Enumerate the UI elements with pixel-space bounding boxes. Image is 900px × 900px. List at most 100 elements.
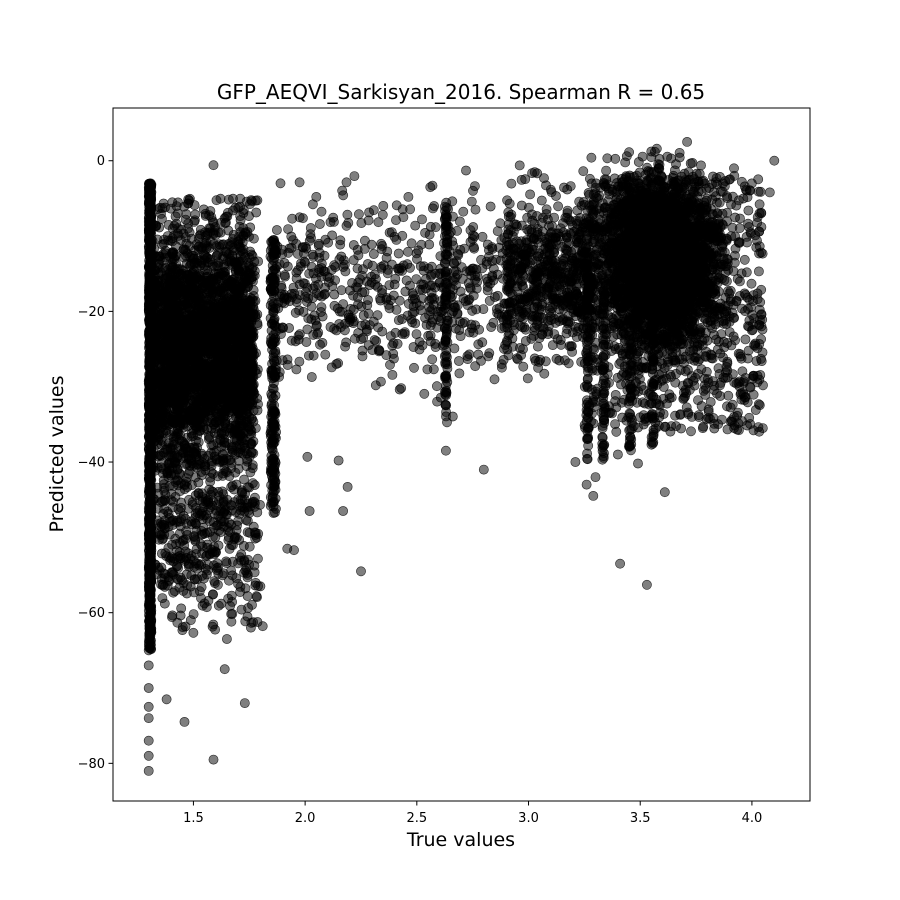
data-point	[198, 416, 209, 427]
data-point	[168, 515, 179, 526]
data-point	[269, 422, 280, 433]
data-point	[227, 286, 237, 297]
data-point	[227, 609, 238, 619]
data-point	[213, 330, 223, 341]
data-point	[239, 439, 250, 450]
data-point	[228, 229, 239, 240]
data-point	[159, 340, 170, 351]
data-point	[279, 270, 290, 281]
data-point	[221, 211, 231, 222]
data-point	[235, 337, 245, 348]
data-point	[210, 222, 220, 232]
data-point	[227, 556, 238, 567]
data-point	[294, 212, 305, 223]
data-point	[176, 445, 187, 455]
data-point	[268, 405, 278, 416]
data-point	[226, 255, 237, 266]
data-point	[219, 436, 230, 447]
data-point	[238, 223, 249, 233]
data-point	[165, 372, 175, 382]
data-point	[168, 556, 179, 567]
data-point	[485, 201, 496, 212]
data-point	[305, 223, 316, 233]
data-point	[163, 383, 173, 393]
data-point	[204, 484, 215, 495]
data-point	[191, 451, 202, 462]
data-point	[174, 365, 185, 376]
data-point	[197, 541, 208, 552]
data-point	[248, 233, 259, 244]
data-point	[291, 364, 302, 375]
data-point	[186, 367, 197, 378]
data-point	[176, 603, 187, 614]
data-point	[240, 583, 251, 594]
data-point	[226, 540, 237, 550]
data-point	[167, 269, 178, 280]
data-point	[239, 363, 250, 374]
data-point	[211, 195, 222, 206]
data-point	[180, 621, 191, 632]
data-point	[184, 321, 195, 332]
data-point	[229, 484, 239, 495]
data-point	[158, 314, 169, 325]
data-points	[143, 136, 780, 776]
data-point	[201, 569, 212, 580]
data-point	[249, 266, 260, 276]
data-point	[212, 579, 223, 590]
data-point	[150, 279, 161, 290]
data-point	[403, 191, 414, 202]
data-point	[153, 372, 164, 382]
data-point	[192, 346, 203, 357]
data-point	[170, 325, 181, 336]
data-point	[427, 203, 438, 214]
data-point	[208, 589, 218, 600]
data-point	[208, 468, 218, 479]
data-point	[174, 468, 185, 479]
data-point	[144, 613, 155, 623]
data-point	[341, 220, 352, 231]
data-point	[200, 210, 211, 221]
data-point	[159, 351, 170, 362]
data-point	[155, 518, 166, 528]
data-point	[186, 480, 197, 490]
data-point	[270, 484, 281, 495]
data-point	[157, 593, 168, 603]
data-point	[242, 516, 253, 526]
data-point	[255, 499, 265, 510]
data-point	[410, 220, 421, 231]
data-point	[169, 586, 180, 596]
data-point	[243, 554, 253, 565]
data-point	[368, 205, 379, 216]
data-point	[199, 377, 209, 388]
data-point	[252, 553, 263, 564]
data-point	[147, 294, 158, 305]
data-point	[242, 456, 253, 467]
data-point	[213, 281, 224, 292]
data-point	[229, 294, 240, 305]
data-point	[458, 206, 469, 217]
data-point	[183, 548, 194, 559]
data-point	[387, 369, 398, 380]
data-point	[189, 574, 200, 584]
data-point	[250, 423, 261, 433]
data-point	[196, 315, 206, 325]
data-point	[211, 408, 221, 419]
data-point	[320, 349, 331, 360]
data-point	[216, 504, 226, 515]
data-point	[466, 196, 477, 207]
chart-title: GFP_AEQVI_Sarkisyan_2016. Spearman R = 0…	[217, 80, 705, 104]
data-point	[164, 529, 175, 540]
data-point	[267, 466, 278, 476]
data-point	[196, 303, 207, 314]
data-point	[219, 371, 229, 382]
data-point	[207, 531, 218, 542]
data-point	[246, 195, 257, 205]
data-point	[271, 225, 282, 235]
data-point	[249, 388, 260, 399]
data-point	[144, 190, 155, 200]
data-point	[157, 580, 168, 591]
data-point	[177, 341, 187, 352]
data-point	[314, 219, 325, 229]
data-point	[156, 450, 166, 461]
data-point	[190, 394, 201, 405]
